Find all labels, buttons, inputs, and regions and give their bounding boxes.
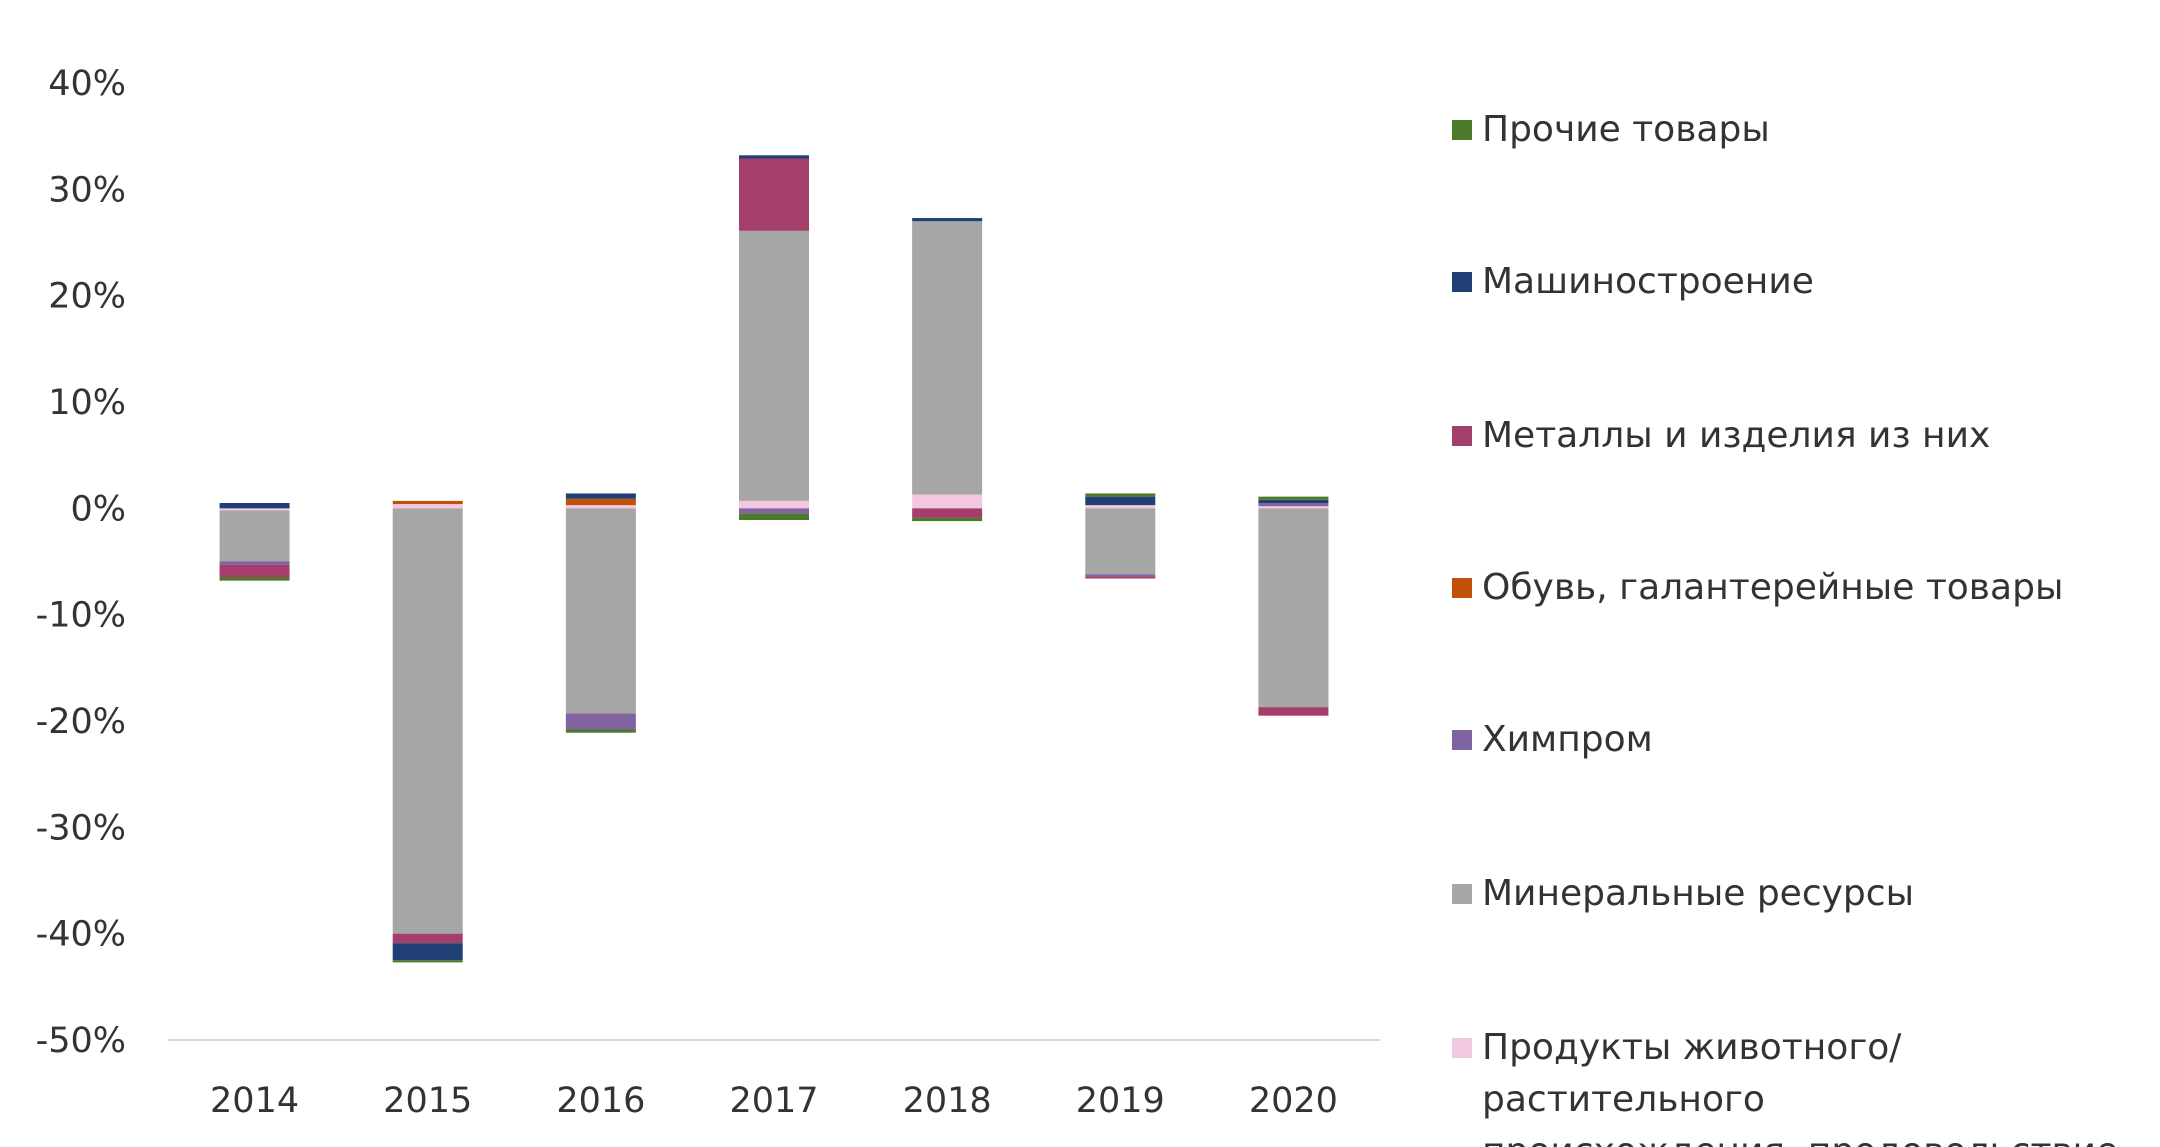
bar-segment (565, 508, 636, 714)
legend-label: Продукты животного/растительного происхо… (1482, 1027, 2118, 1147)
bar-segment (565, 505, 636, 509)
bar-segment (1258, 503, 1329, 507)
x-tick-label: 2019 (1076, 1081, 1165, 1121)
bar-segment (1258, 506, 1329, 509)
bar-segment (219, 561, 290, 565)
legend-item-mineral-resources: Минеральные ресурсы (1452, 868, 1914, 920)
bar-segment (1085, 505, 1156, 509)
bar-segment (565, 493, 636, 499)
x-tick-label: 2020 (1249, 1081, 1338, 1121)
x-tick-label: 2017 (729, 1081, 818, 1121)
y-tick-label: 40% (48, 64, 126, 104)
legend-item-machinery: Машиностроение (1452, 256, 1814, 308)
bar-segment (739, 513, 809, 521)
bar-segment (739, 158, 809, 231)
bar-segment (912, 494, 983, 509)
y-tick-label: -10% (36, 596, 126, 636)
y-tick-label: 20% (48, 277, 126, 317)
bar-segment (219, 577, 290, 581)
bar-segment (1085, 508, 1156, 575)
bar-segment (1085, 576, 1156, 579)
x-tick-label: 2015 (383, 1081, 472, 1121)
bar-segment (1085, 496, 1156, 506)
legend-label: Обувь, галантерейные товары (1482, 567, 2064, 608)
legend-label: Машиностроение (1482, 261, 1814, 302)
bar-segment (392, 500, 463, 505)
legend-item-food-products: Продукты животного/растительного происхо… (1452, 1022, 2152, 1147)
bar-segment (739, 508, 809, 514)
legend-label: Металлы и изделия из них (1482, 415, 1991, 456)
legend-item-chemicals: Химпром (1452, 714, 1653, 766)
bar-segment (392, 504, 463, 509)
bar-segment (1258, 499, 1329, 504)
stacked-bar-chart: 40% 30% 20% 10% 0% -10% -20% -30% -40% -50% 2014 20… (36, 64, 1380, 1121)
bar-segment (219, 503, 290, 509)
legend-label: Минеральные ресурсы (1482, 873, 1914, 914)
bar-segment (392, 508, 463, 934)
legend-swatch (1452, 1038, 1472, 1058)
legend-item-footwear: Обувь, галантерейные товары (1452, 562, 2063, 614)
y-tick-label: 10% (48, 383, 126, 423)
legend-swatch (1452, 272, 1472, 292)
bar-segment (565, 713, 636, 730)
x-tick-label: 2018 (903, 1081, 992, 1121)
y-tick-label: -50% (36, 1021, 126, 1061)
bar-segment (1085, 493, 1156, 497)
bar-segment (565, 729, 636, 733)
y-tick-label: -40% (36, 915, 126, 955)
legend-item-other-goods: Прочие товары (1452, 104, 1770, 156)
bar-segment (1258, 707, 1329, 716)
bar-segment (912, 517, 983, 522)
bar-segment (219, 510, 290, 562)
y-tick-label: 0% (70, 489, 126, 529)
bar-segment (912, 218, 983, 222)
legend-swatch (1452, 578, 1472, 598)
bar-segment (392, 933, 463, 944)
bar-segment (912, 508, 983, 518)
y-tick-label: 30% (48, 170, 126, 210)
bar-segment (739, 230, 809, 501)
legend-item-metals: Металлы и изделия из них (1452, 410, 1990, 462)
legend-swatch (1452, 730, 1472, 750)
legend-swatch (1452, 120, 1472, 140)
y-tick-label: -30% (36, 808, 126, 848)
legend-label: Прочие товары (1482, 109, 1770, 150)
x-tick-label: 2014 (210, 1081, 299, 1121)
y-tick-label: -20% (36, 702, 126, 742)
bar-segment (1258, 496, 1329, 500)
bar-segment (565, 498, 636, 506)
bar-segment (1085, 574, 1156, 577)
x-tick-label: 2016 (556, 1081, 645, 1121)
bar-segment (1258, 508, 1329, 708)
bar-segment (392, 943, 463, 961)
bar-segment (912, 221, 983, 495)
bar-segment (739, 500, 809, 509)
legend-swatch (1452, 884, 1472, 904)
legend-swatch (1452, 426, 1472, 446)
legend-label: Химпром (1482, 719, 1653, 760)
bar-segment (219, 508, 290, 511)
bar-segment (739, 155, 809, 159)
bar-segment (219, 564, 290, 578)
bar-segment (392, 960, 463, 963)
